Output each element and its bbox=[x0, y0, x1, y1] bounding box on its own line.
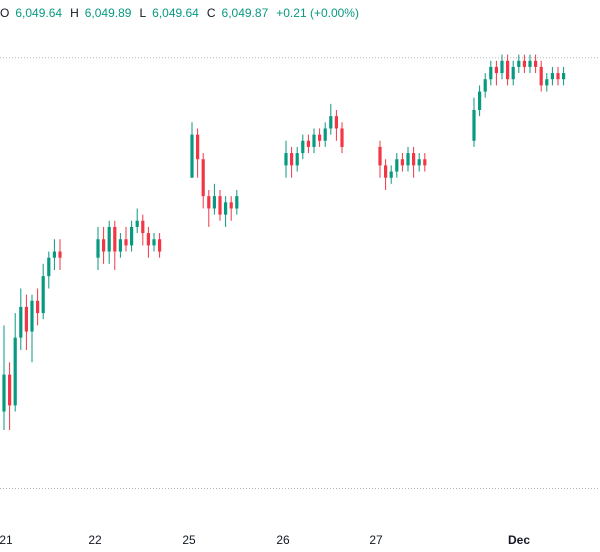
candle-up bbox=[13, 337, 17, 406]
candle-up bbox=[41, 276, 45, 314]
high-label: H bbox=[70, 6, 79, 20]
candle-up bbox=[545, 79, 549, 86]
candle-down bbox=[218, 196, 222, 215]
candle-up bbox=[389, 171, 393, 178]
candle-up bbox=[190, 134, 194, 178]
high-value: 6,049.89 bbox=[84, 6, 132, 20]
close-value: 6,049.87 bbox=[221, 6, 269, 20]
candle-up bbox=[96, 239, 100, 258]
candle-up bbox=[284, 153, 288, 166]
candle-down bbox=[494, 66, 498, 74]
low-label: L bbox=[139, 6, 147, 20]
candle-down bbox=[141, 220, 145, 234]
candle-up bbox=[2, 374, 6, 412]
candle-down bbox=[384, 165, 388, 178]
candle-down bbox=[522, 60, 526, 67]
candle-up bbox=[212, 196, 216, 209]
candle-up bbox=[550, 73, 554, 80]
candle-up bbox=[19, 306, 23, 338]
candle-up bbox=[301, 140, 305, 154]
candle-up bbox=[406, 153, 410, 166]
candle-up bbox=[135, 220, 139, 227]
candle-up bbox=[52, 251, 56, 258]
candle-up bbox=[118, 239, 122, 252]
open-label: O bbox=[0, 6, 10, 20]
candle-down bbox=[102, 239, 106, 252]
candle-up bbox=[312, 134, 316, 147]
candle-up bbox=[478, 91, 482, 110]
candle-up bbox=[224, 202, 228, 215]
candle-down bbox=[556, 73, 560, 80]
candle-up bbox=[417, 159, 421, 166]
candle-up bbox=[235, 196, 239, 209]
candle-down bbox=[318, 134, 322, 141]
candle-up bbox=[107, 226, 111, 252]
low-value: 6,049.64 bbox=[152, 6, 199, 20]
candle-up bbox=[395, 159, 399, 172]
candle-up bbox=[295, 153, 299, 166]
candle-down bbox=[8, 374, 12, 406]
candle-up bbox=[47, 257, 51, 277]
candle-up bbox=[329, 116, 333, 129]
x-tick-label: 22 bbox=[88, 533, 102, 547]
candle-down bbox=[412, 153, 416, 166]
candle-down bbox=[334, 116, 338, 129]
candle-down bbox=[340, 128, 344, 147]
candle-down bbox=[290, 153, 294, 166]
candle-down bbox=[58, 251, 62, 258]
x-tick-label: 25 bbox=[182, 533, 196, 547]
candle-down bbox=[229, 202, 233, 209]
candle-down bbox=[196, 134, 200, 160]
candle-down bbox=[506, 60, 510, 80]
candle-up bbox=[562, 73, 566, 80]
candle-up bbox=[489, 66, 493, 80]
x-tick-label: 27 bbox=[369, 533, 383, 547]
candle-up bbox=[517, 60, 521, 67]
candle-down bbox=[534, 60, 538, 67]
candle-down bbox=[201, 159, 205, 197]
candle-up bbox=[130, 226, 134, 246]
candle-up bbox=[472, 110, 476, 141]
candle-down bbox=[306, 140, 310, 147]
candle-down bbox=[539, 66, 543, 86]
candle-down bbox=[207, 196, 211, 209]
candle-down bbox=[423, 159, 427, 166]
candle-down bbox=[378, 146, 382, 166]
candle-down bbox=[400, 159, 404, 166]
candle-up bbox=[500, 60, 504, 74]
change-value: +0.21 (+0.00%) bbox=[276, 6, 359, 20]
candle-down bbox=[158, 239, 162, 252]
candle-up bbox=[511, 66, 515, 80]
candle-down bbox=[124, 239, 128, 246]
ohlc-legend: O 6,049.64 H 6,049.89 L 6,049.64 C 6,049.87 +0.2… bbox=[0, 6, 367, 20]
open-value: 6,049.64 bbox=[15, 6, 63, 20]
candle-down bbox=[113, 226, 117, 252]
candle-down bbox=[24, 306, 28, 332]
candle-up bbox=[528, 60, 532, 67]
x-tick-label: Dec bbox=[508, 533, 530, 547]
close-label: C bbox=[206, 6, 216, 20]
candle-up bbox=[30, 300, 34, 332]
x-tick-label: 21 bbox=[0, 533, 13, 547]
candle-up bbox=[152, 239, 156, 246]
candle-down bbox=[36, 300, 40, 314]
x-tick-label: 26 bbox=[276, 533, 290, 547]
candle-up bbox=[323, 128, 327, 141]
candle-up bbox=[483, 79, 487, 92]
candle-down bbox=[146, 233, 150, 246]
